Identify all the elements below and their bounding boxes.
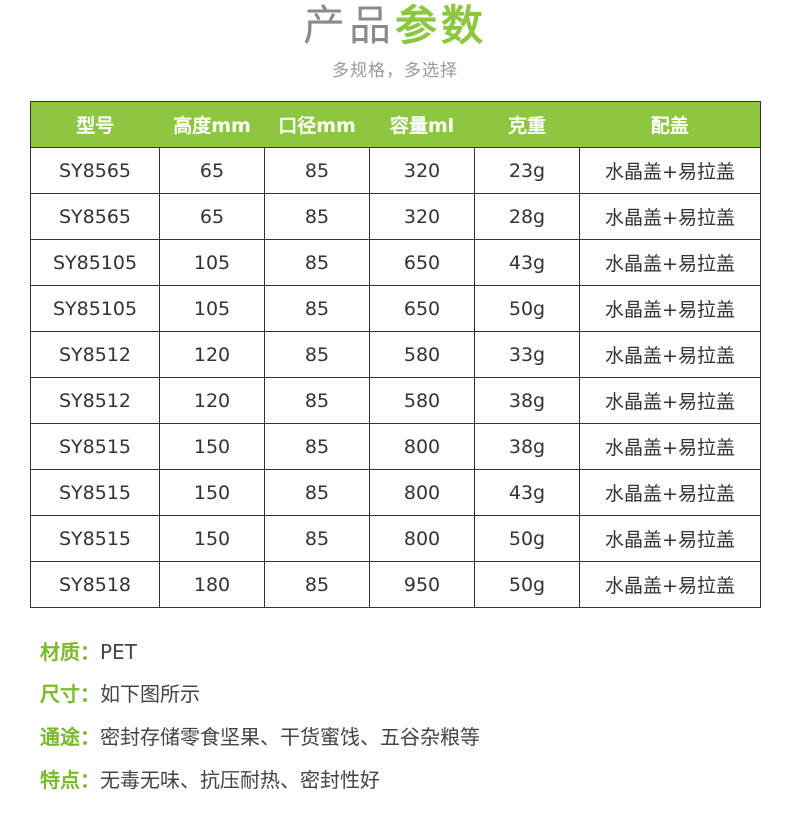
subtitle: 多规格，多选择 [332, 61, 458, 81]
table-cell: 85 [264, 423, 370, 470]
table-cell: 水晶盖+易拉盖 [579, 377, 761, 424]
table-cell: 85 [264, 239, 370, 286]
table-cell: SY8515 [30, 515, 160, 562]
table-cell: 23g [474, 147, 580, 194]
table-cell: 水晶盖+易拉盖 [579, 285, 761, 332]
table-cell: 50g [474, 285, 580, 332]
table-cell: 105 [159, 239, 265, 286]
table-cell: 120 [159, 331, 265, 378]
table-cell: 580 [369, 331, 475, 378]
table-row: SY8518 180 85 950 50g 水晶盖+易拉盖 [30, 561, 761, 608]
table-header-row: 型号 高度mm 口径mm 容量ml 克重 配盖 [30, 101, 761, 148]
table-cell: 85 [264, 515, 370, 562]
table-cell: 50g [474, 515, 580, 562]
table-cell: 650 [369, 239, 475, 286]
table-cell: 150 [159, 515, 265, 562]
table-cell: 38g [474, 423, 580, 470]
table-cell: 950 [369, 561, 475, 608]
table-cell: 水晶盖+易拉盖 [579, 331, 761, 378]
table-cell: 水晶盖+易拉盖 [579, 147, 761, 194]
table-cell: 43g [474, 469, 580, 516]
table-cell: 320 [369, 193, 475, 240]
table-cell: 800 [369, 469, 475, 516]
table-cell: 85 [264, 331, 370, 378]
table-cell: 120 [159, 377, 265, 424]
table-cell: SY8512 [30, 377, 160, 424]
table-cell: 105 [159, 285, 265, 332]
table-cell: 85 [264, 147, 370, 194]
table-row: SY8515 150 85 800 50g 水晶盖+易拉盖 [30, 515, 761, 562]
table-cell: 320 [369, 147, 475, 194]
table-cell: 33g [474, 331, 580, 378]
table-row: SY85105 105 85 650 43g 水晶盖+易拉盖 [30, 239, 761, 286]
table-cell: 65 [159, 147, 265, 194]
column-header: 克重 [474, 101, 580, 148]
table-row: SY8515 150 85 800 38g 水晶盖+易拉盖 [30, 423, 761, 470]
table-cell: SY8565 [30, 147, 160, 194]
table-cell: 85 [264, 193, 370, 240]
table-cell: 650 [369, 285, 475, 332]
table-cell: 85 [264, 469, 370, 516]
table-row: SY8515 150 85 800 43g 水晶盖+易拉盖 [30, 469, 761, 516]
table-cell: 800 [369, 515, 475, 562]
title-part-2: 参数 [395, 1, 488, 50]
info-label: 通途： [40, 725, 100, 749]
info-value: 无毒无味、抗压耐热、密封性好 [100, 768, 380, 792]
table-cell: 65 [159, 193, 265, 240]
table-row: SY85105 105 85 650 50g 水晶盖+易拉盖 [30, 285, 761, 332]
table-cell: 水晶盖+易拉盖 [579, 561, 761, 608]
column-header: 型号 [30, 101, 160, 148]
column-header: 高度mm [159, 101, 265, 148]
table-cell: 水晶盖+易拉盖 [579, 469, 761, 516]
table-cell: 50g [474, 561, 580, 608]
info-line: 通途：密封存储零食坚果、干货蜜饯、五谷杂粮等 [40, 721, 480, 750]
column-header: 容量ml [369, 101, 475, 148]
table-cell: SY8515 [30, 469, 160, 516]
info-line: 特点：无毒无味、抗压耐热、密封性好 [40, 764, 380, 793]
info-value: PET [100, 640, 137, 664]
table-cell: 水晶盖+易拉盖 [579, 239, 761, 286]
info-line: 尺寸：如下图所示 [40, 678, 200, 707]
info-label: 材质： [40, 640, 100, 664]
title-part-1: 产品 [302, 1, 395, 50]
table-row: SY8565 65 85 320 28g 水晶盖+易拉盖 [30, 193, 761, 240]
table-cell: 水晶盖+易拉盖 [579, 193, 761, 240]
table-cell: 85 [264, 377, 370, 424]
table-cell: SY8515 [30, 423, 160, 470]
column-header: 配盖 [579, 101, 761, 148]
table-cell: 85 [264, 285, 370, 332]
info-value: 密封存储零食坚果、干货蜜饯、五谷杂粮等 [100, 725, 480, 749]
table-cell: 水晶盖+易拉盖 [579, 515, 761, 562]
table-cell: 水晶盖+易拉盖 [579, 423, 761, 470]
table-cell: 43g [474, 239, 580, 286]
page-title: 产品参数 [0, 2, 790, 50]
table-row: SY8512 120 85 580 33g 水晶盖+易拉盖 [30, 331, 761, 378]
table-cell: 150 [159, 423, 265, 470]
table-cell: SY85105 [30, 285, 160, 332]
column-header: 口径mm [264, 101, 370, 148]
table-cell: 800 [369, 423, 475, 470]
table-row: SY8565 65 85 320 23g 水晶盖+易拉盖 [30, 147, 761, 194]
info-label: 特点： [40, 768, 100, 792]
table-cell: 150 [159, 469, 265, 516]
info-label: 尺寸： [40, 682, 100, 706]
table-cell: SY85105 [30, 239, 160, 286]
info-line: 材质：PET [40, 636, 137, 665]
table-row: SY8512 120 85 580 38g 水晶盖+易拉盖 [30, 377, 761, 424]
table-cell: 85 [264, 561, 370, 608]
table-cell: SY8518 [30, 561, 160, 608]
table-cell: 38g [474, 377, 580, 424]
table-cell: 28g [474, 193, 580, 240]
table-cell: 180 [159, 561, 265, 608]
spec-table: 型号 高度mm 口径mm 容量ml 克重 配盖 SY8565 65 85 320 23g 水晶盖+易… [30, 101, 761, 608]
table-cell: 580 [369, 377, 475, 424]
table-cell: SY8565 [30, 193, 160, 240]
table-cell: SY8512 [30, 331, 160, 378]
info-value: 如下图所示 [100, 682, 200, 706]
